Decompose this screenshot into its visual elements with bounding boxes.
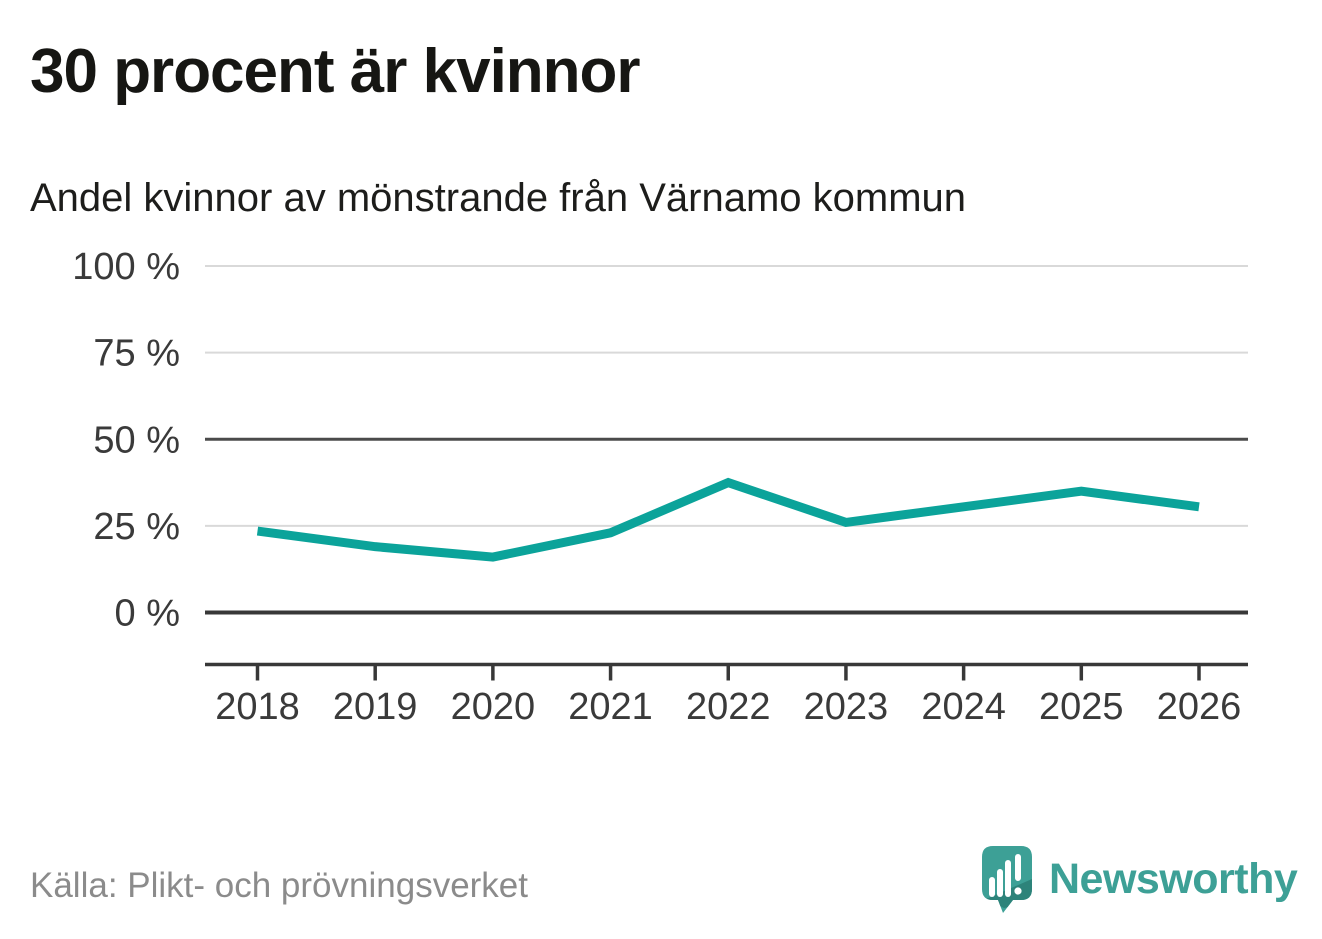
x-tick-label: 2023: [804, 686, 889, 728]
chart-subtitle: Andel kvinnor av mönstrande från Värnamo…: [30, 176, 967, 220]
x-tick-label: 2022: [686, 686, 771, 728]
series-line: [256, 477, 1200, 562]
newsworthy-wordmark: Newsworthy: [1049, 855, 1298, 903]
x-tick-label: 2019: [333, 686, 418, 728]
y-tick-label: 0 %: [115, 593, 180, 635]
x-tick-label: 2024: [921, 686, 1006, 728]
x-tick-label: 2021: [568, 686, 653, 728]
x-tick-label: 2020: [451, 686, 536, 728]
y-tick-label: 50 %: [93, 419, 180, 461]
newsworthy-logo: Newsworthy: [982, 846, 1298, 913]
x-tick-label: 2025: [1039, 686, 1124, 728]
y-tick-label: 100 %: [72, 246, 180, 288]
y-tick-label: 75 %: [93, 333, 180, 375]
page-title: 30 procent är kvinnor: [30, 37, 641, 106]
x-tick-label: 2018: [215, 686, 300, 728]
y-tick-label: 25 %: [93, 506, 180, 548]
x-tick-label: 2026: [1157, 686, 1242, 728]
newsworthy-speech-bubble-chart-icon: [982, 846, 1032, 913]
source-note: Källa: Plikt- och prövningsverket: [30, 866, 528, 905]
